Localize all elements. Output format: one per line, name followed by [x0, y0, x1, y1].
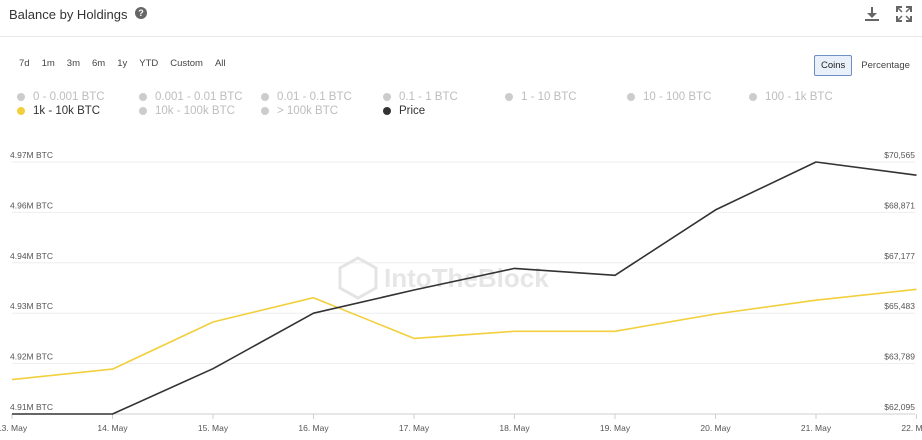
legend-item-series-8[interactable]: 10k - 100k BTC — [139, 105, 235, 117]
y-left-tick-label: 4.92M BTC — [10, 352, 53, 362]
x-tick-label: 15. May — [198, 423, 229, 433]
download-icon[interactable] — [864, 6, 880, 22]
legend-label: 10k - 100k BTC — [155, 105, 235, 117]
range-button-1m[interactable]: 1m — [37, 55, 59, 72]
legend-marker — [383, 93, 391, 101]
y-left-tick-label: 4.93M BTC — [10, 301, 53, 311]
y-right-tick-label: $67,177 — [884, 251, 915, 261]
x-tick-label: 22. May — [901, 423, 922, 433]
legend-item-series-2[interactable]: 0.01 - 0.1 BTC — [261, 91, 352, 103]
series-line-holdings — [11, 288, 917, 381]
y-left-tick-label: 4.94M BTC — [10, 251, 53, 261]
x-tick-label: 17. May — [399, 423, 430, 433]
y-right-tick-label: $65,483 — [884, 301, 915, 311]
x-tick-label: 21. May — [801, 423, 832, 433]
watermark-logo-icon — [338, 256, 378, 300]
y-left-tick-label: 4.91M BTC — [10, 402, 53, 412]
range-button-7d[interactable]: 7d — [15, 55, 34, 72]
legend-label: 0.01 - 0.1 BTC — [277, 91, 352, 103]
range-button-custom[interactable]: Custom — [166, 55, 207, 72]
series-line-price — [12, 161, 917, 415]
range-button-1y[interactable]: 1y — [113, 55, 132, 72]
legend-item-series-3[interactable]: 0.1 - 1 BTC — [383, 91, 458, 103]
legend-marker — [139, 107, 147, 115]
x-tick-label: 19. May — [600, 423, 631, 433]
legend-item-series-5[interactable]: 10 - 100 BTC — [627, 91, 711, 103]
legend-marker — [383, 107, 391, 115]
time-range-selector: 7d 1m 3m 6m 1y YTD Custom All — [15, 55, 230, 72]
range-button-6m[interactable]: 6m — [87, 55, 110, 72]
x-tick-label: 13. May — [0, 423, 28, 433]
y-right-tick-label: $68,871 — [884, 200, 915, 210]
y-right-tick-label: $63,789 — [884, 352, 915, 362]
legend-marker — [505, 93, 513, 101]
legend-item-series-7[interactable]: 1k - 10k BTC — [17, 105, 100, 117]
x-tick-label: 16. May — [298, 423, 329, 433]
legend-marker — [261, 107, 269, 115]
legend-label: 100 - 1k BTC — [765, 91, 833, 103]
y-left-tick-label: 4.97M BTC — [10, 150, 53, 160]
percentage-toggle-button[interactable]: Percentage — [861, 60, 910, 71]
x-tick-label: 18. May — [499, 423, 530, 433]
legend-item-price[interactable]: Price — [383, 105, 425, 117]
legend-label: 1 - 10 BTC — [521, 91, 577, 103]
legend-item-series-4[interactable]: 1 - 10 BTC — [505, 91, 577, 103]
legend-label: 0.1 - 1 BTC — [399, 91, 458, 103]
watermark: IntoTheBlock — [338, 256, 549, 300]
legend-marker — [17, 93, 25, 101]
legend-label: 10 - 100 BTC — [643, 91, 712, 103]
legend-item-series-6[interactable]: 100 - 1k BTC — [749, 91, 833, 103]
range-button-ytd[interactable]: YTD — [135, 55, 163, 72]
help-icon[interactable]: ? — [135, 7, 147, 19]
legend-marker — [17, 107, 25, 115]
coins-toggle-button[interactable]: Coins — [814, 55, 853, 76]
legend-item-series-0[interactable]: 0 - 0.001 BTC — [17, 91, 105, 103]
x-tick-label: 20. May — [700, 423, 731, 433]
legend-label: 0 - 0.001 BTC — [33, 91, 105, 103]
y-left-tick-label: 4.96M BTC — [10, 200, 53, 210]
legend-marker — [627, 93, 635, 101]
legend-label: 1k - 10k BTC — [33, 105, 101, 117]
x-tick-label: 14. May — [97, 423, 128, 433]
legend-item-series-9[interactable]: > 100k BTC — [261, 105, 338, 117]
y-right-tick-label: $70,565 — [884, 150, 915, 160]
legend-marker — [261, 93, 269, 101]
legend-label: Price — [399, 105, 426, 117]
range-button-3m[interactable]: 3m — [62, 55, 84, 72]
page-title: Balance by Holdings — [9, 7, 128, 22]
legend-marker — [749, 93, 757, 101]
view-toggle: Coins Percentage — [814, 55, 917, 76]
legend-item-series-1[interactable]: 0.001 - 0.01 BTC — [139, 91, 243, 103]
legend-marker — [139, 93, 147, 101]
range-button-all[interactable]: All — [210, 55, 230, 72]
expand-icon[interactable] — [896, 6, 912, 22]
y-right-tick-label: $62,095 — [884, 402, 915, 412]
legend-label: > 100k BTC — [277, 105, 339, 117]
legend-label: 0.001 - 0.01 BTC — [155, 91, 243, 103]
header: Balance by Holdings ? — [0, 0, 922, 37]
